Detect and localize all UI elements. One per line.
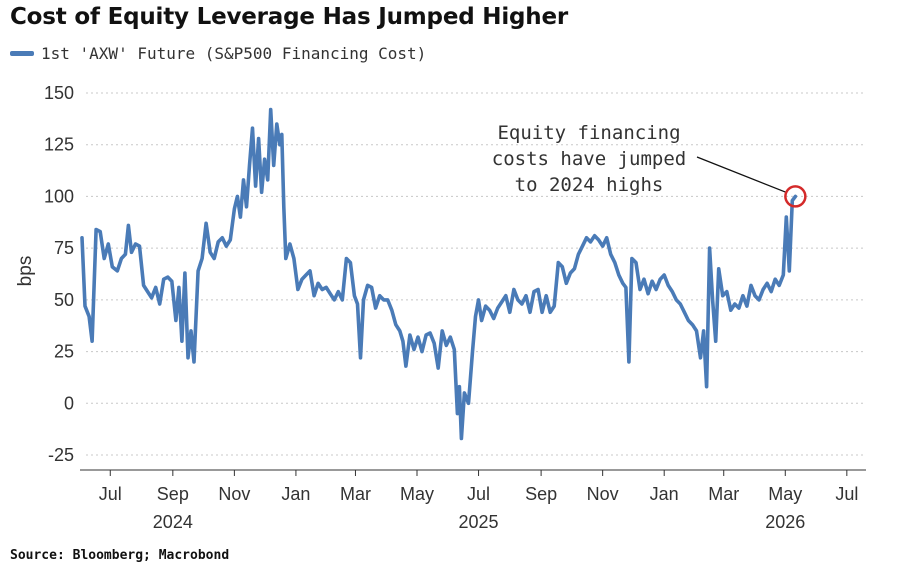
x-tick-label: May — [768, 484, 802, 504]
x-tick-label: Mar — [340, 484, 371, 504]
x-tick-label: May — [400, 484, 434, 504]
x-tick-label: Sep — [157, 484, 189, 504]
x-year-label: 2026 — [765, 512, 805, 532]
x-tick-label: Jul — [835, 484, 858, 504]
y-tick-label: 25 — [54, 342, 74, 362]
annotation-text: Equity financing — [497, 122, 680, 144]
chart-title: Cost of Equity Leverage Has Jumped Highe… — [10, 4, 569, 30]
annotation-text: to 2024 highs — [515, 174, 664, 196]
legend-swatch — [10, 51, 34, 56]
x-year-label: 2024 — [153, 512, 193, 532]
x-year-label: 2025 — [459, 512, 499, 532]
y-tick-label: 75 — [54, 238, 74, 258]
x-tick-label: Jan — [281, 484, 310, 504]
x-tick-label: Nov — [587, 484, 619, 504]
y-axis-label: bps — [15, 256, 36, 287]
x-tick-label: Sep — [525, 484, 557, 504]
y-tick-label: 50 — [54, 290, 74, 310]
y-tick-label: -25 — [48, 445, 74, 465]
chart-legend: 1st 'AXW' Future (S&P500 Financing Cost) — [10, 44, 426, 63]
annotation-leader-line — [696, 156, 787, 194]
grid-lines — [86, 92, 866, 456]
y-tick-label: 150 — [44, 83, 74, 103]
series-line-0 — [80, 107, 798, 441]
legend-label: 1st 'AXW' Future (S&P500 Financing Cost) — [41, 44, 427, 63]
annotation-text: costs have jumped — [492, 148, 686, 170]
x-axis: Jul Sep Nov Jan Mar May Jul Sep Nov Jan Mar May Jul 2… — [80, 469, 866, 532]
x-tick-label: Jan — [650, 484, 679, 504]
x-tick-label: Mar — [708, 484, 739, 504]
x-tick-label: Jul — [99, 484, 122, 504]
y-tick-label: 125 — [44, 135, 74, 155]
annotation-marker-circle — [784, 185, 807, 208]
annotation: Equity financing costs have jumped to 2024… — [492, 122, 807, 208]
y-axis-ticks: 150 125 100 75 50 25 0 -25 — [44, 83, 74, 465]
source-note: Source: Bloomberg; Macrobond — [10, 548, 230, 563]
y-tick-label: 100 — [44, 186, 74, 206]
x-tick-label: Jul — [467, 484, 490, 504]
y-tick-label: 0 — [64, 393, 74, 413]
x-tick-label: Nov — [218, 484, 250, 504]
series-lines — [80, 107, 798, 441]
